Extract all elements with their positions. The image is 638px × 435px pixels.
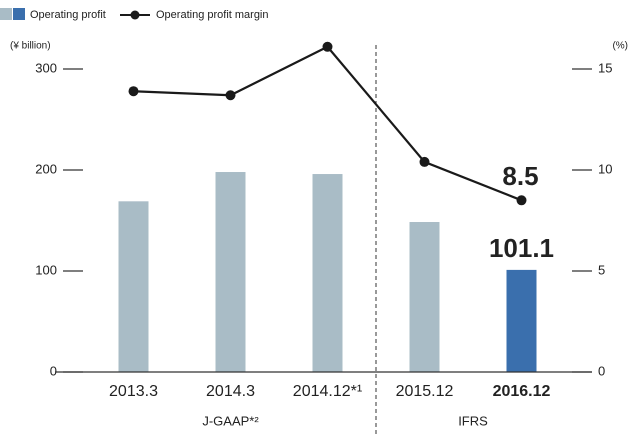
y-tick-label: 200 xyxy=(35,161,57,176)
line-marker xyxy=(128,86,139,97)
bar xyxy=(409,222,440,372)
line-marker xyxy=(419,156,430,167)
y2-tick-label: 0 xyxy=(598,363,605,378)
y-tick-label: 0 xyxy=(50,363,57,378)
line-marker xyxy=(225,90,236,101)
group-label: IFRS xyxy=(458,413,488,428)
y2-tick-label: 5 xyxy=(598,262,605,277)
y-axis-label: (¥ billion) xyxy=(10,41,51,52)
legend-swatch xyxy=(0,8,12,20)
legend-label: Operating profit xyxy=(30,9,106,21)
x-tick-label: 2015.12 xyxy=(396,383,454,400)
legend-swatch xyxy=(13,8,25,20)
x-tick-label: 2014.12*¹ xyxy=(293,383,362,400)
y-tick-label: 300 xyxy=(35,60,57,75)
legend-marker xyxy=(130,10,140,20)
y2-tick-label: 15 xyxy=(598,60,612,75)
data-label: 101.1 xyxy=(489,233,554,263)
data-label: 8.5 xyxy=(502,161,538,191)
group-label: J-GAAP*² xyxy=(202,413,259,428)
bar xyxy=(312,174,343,372)
y2-axis-label: (%) xyxy=(612,41,628,52)
y-tick-label: 100 xyxy=(35,262,57,277)
bar xyxy=(506,269,537,372)
y2-tick-label: 10 xyxy=(598,161,612,176)
legend-label: Operating profit margin xyxy=(156,9,269,21)
x-tick-label: 2016.12 xyxy=(493,383,551,400)
bar xyxy=(215,172,246,372)
line-marker xyxy=(322,41,333,52)
line-marker xyxy=(516,195,527,206)
x-tick-label: 2014.3 xyxy=(206,383,255,400)
bar xyxy=(118,201,149,372)
x-tick-label: 2013.3 xyxy=(109,383,158,400)
